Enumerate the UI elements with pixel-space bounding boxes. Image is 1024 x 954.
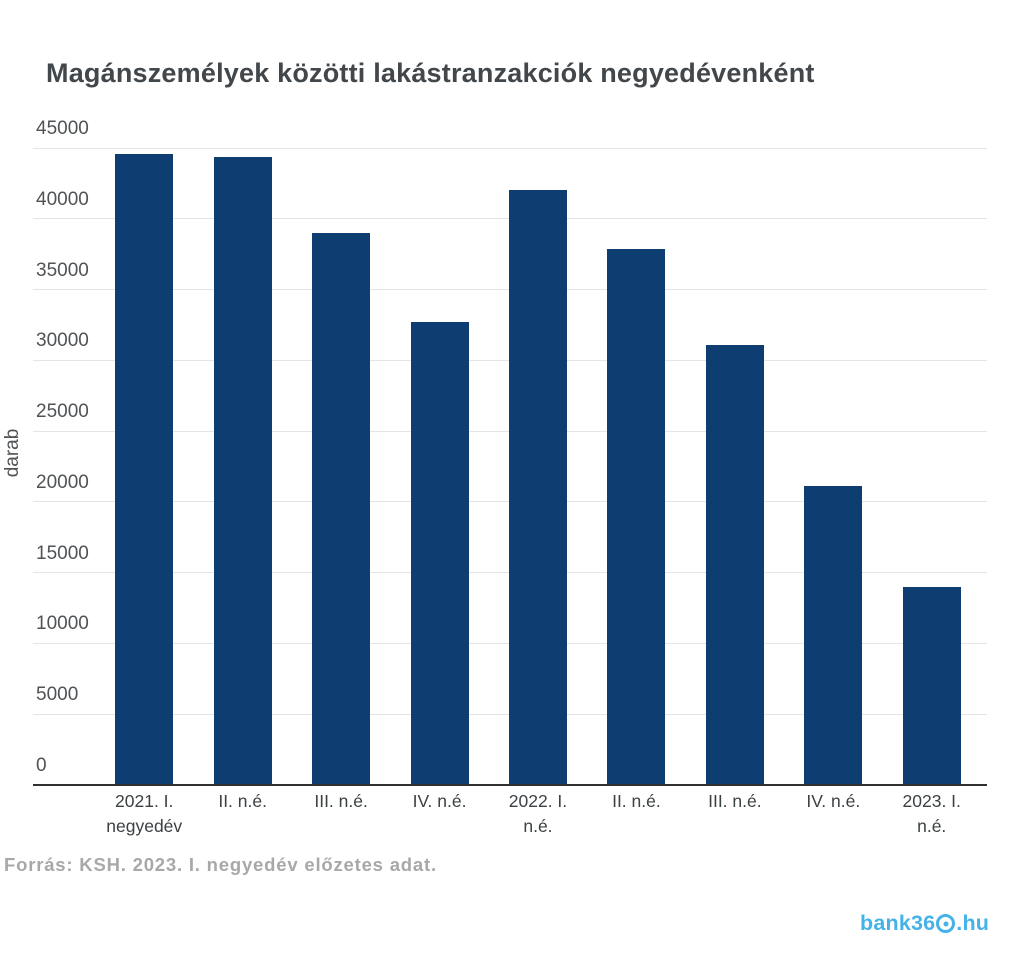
y-axis-title: darab xyxy=(2,428,23,478)
gridline xyxy=(33,147,987,149)
chart-title: Magánszemélyek közötti lakástranzakciók … xyxy=(46,58,815,88)
logo-text-suffix: .hu xyxy=(956,911,990,935)
y-tick-label: 40000 xyxy=(36,188,89,210)
plot-area: 0 5000 10000 15000 20000 25000 30000 35000 40000… xyxy=(33,118,987,786)
logo-text-prefix: bank36 xyxy=(860,911,936,935)
x-axis-labels: 2021. I. negyedév II. n.é. III. n.é. IV. n.é… xyxy=(95,789,981,839)
bar-cell xyxy=(95,148,193,785)
bar-5 xyxy=(508,190,567,785)
y-tick-label: 25000 xyxy=(36,401,89,423)
bar-7 xyxy=(705,344,764,785)
y-tick-label: 30000 xyxy=(36,330,89,352)
bar-cell xyxy=(784,148,882,785)
y-tick-label: 35000 xyxy=(36,259,89,281)
logo-circle-icon xyxy=(936,914,956,933)
y-tick-label: 0 xyxy=(36,755,47,776)
x-tick-label: IV. n.é. xyxy=(806,791,861,811)
y-tick-label: 45000 xyxy=(36,118,89,139)
x-tick-label: II. n.é. xyxy=(612,791,661,811)
x-tick-label: II. n.é. xyxy=(218,791,267,811)
x-tick-label: 2023. I. n.é. xyxy=(902,791,961,836)
bar-cell xyxy=(390,148,488,785)
bar-cell xyxy=(193,148,291,785)
y-tick-label: 10000 xyxy=(36,613,89,635)
x-tick-label: IV. n.é. xyxy=(412,791,467,811)
logo-circle-dot xyxy=(943,921,949,926)
x-tick-label: 2021. I. negyedév xyxy=(106,791,183,836)
bar-6 xyxy=(607,248,666,785)
bar-2 xyxy=(213,156,272,785)
bar-3 xyxy=(312,232,371,785)
bar-4 xyxy=(410,322,469,785)
x-tick-label: III. n.é. xyxy=(314,791,368,811)
x-tick-label: 2022. I. n.é. xyxy=(508,791,568,836)
bar-9 xyxy=(902,586,961,785)
source-note: Forrás: KSH. 2023. I. negyedév előzetes … xyxy=(4,854,437,875)
y-tick-label: 20000 xyxy=(36,471,89,493)
bar-cell xyxy=(587,148,685,785)
bar-cell xyxy=(489,148,587,785)
x-tick-label: III. n.é. xyxy=(708,791,762,811)
bar-1 xyxy=(115,153,174,785)
bank360-logo: bank36 .hu xyxy=(860,911,989,936)
bar-cell xyxy=(883,148,981,785)
bar-cell xyxy=(686,148,784,785)
y-tick-label: 5000 xyxy=(36,684,79,706)
bar-cell xyxy=(292,148,390,785)
bar-series xyxy=(95,148,981,785)
bar-8 xyxy=(804,486,863,785)
x-axis-line xyxy=(33,784,987,786)
y-tick-label: 15000 xyxy=(36,542,89,564)
